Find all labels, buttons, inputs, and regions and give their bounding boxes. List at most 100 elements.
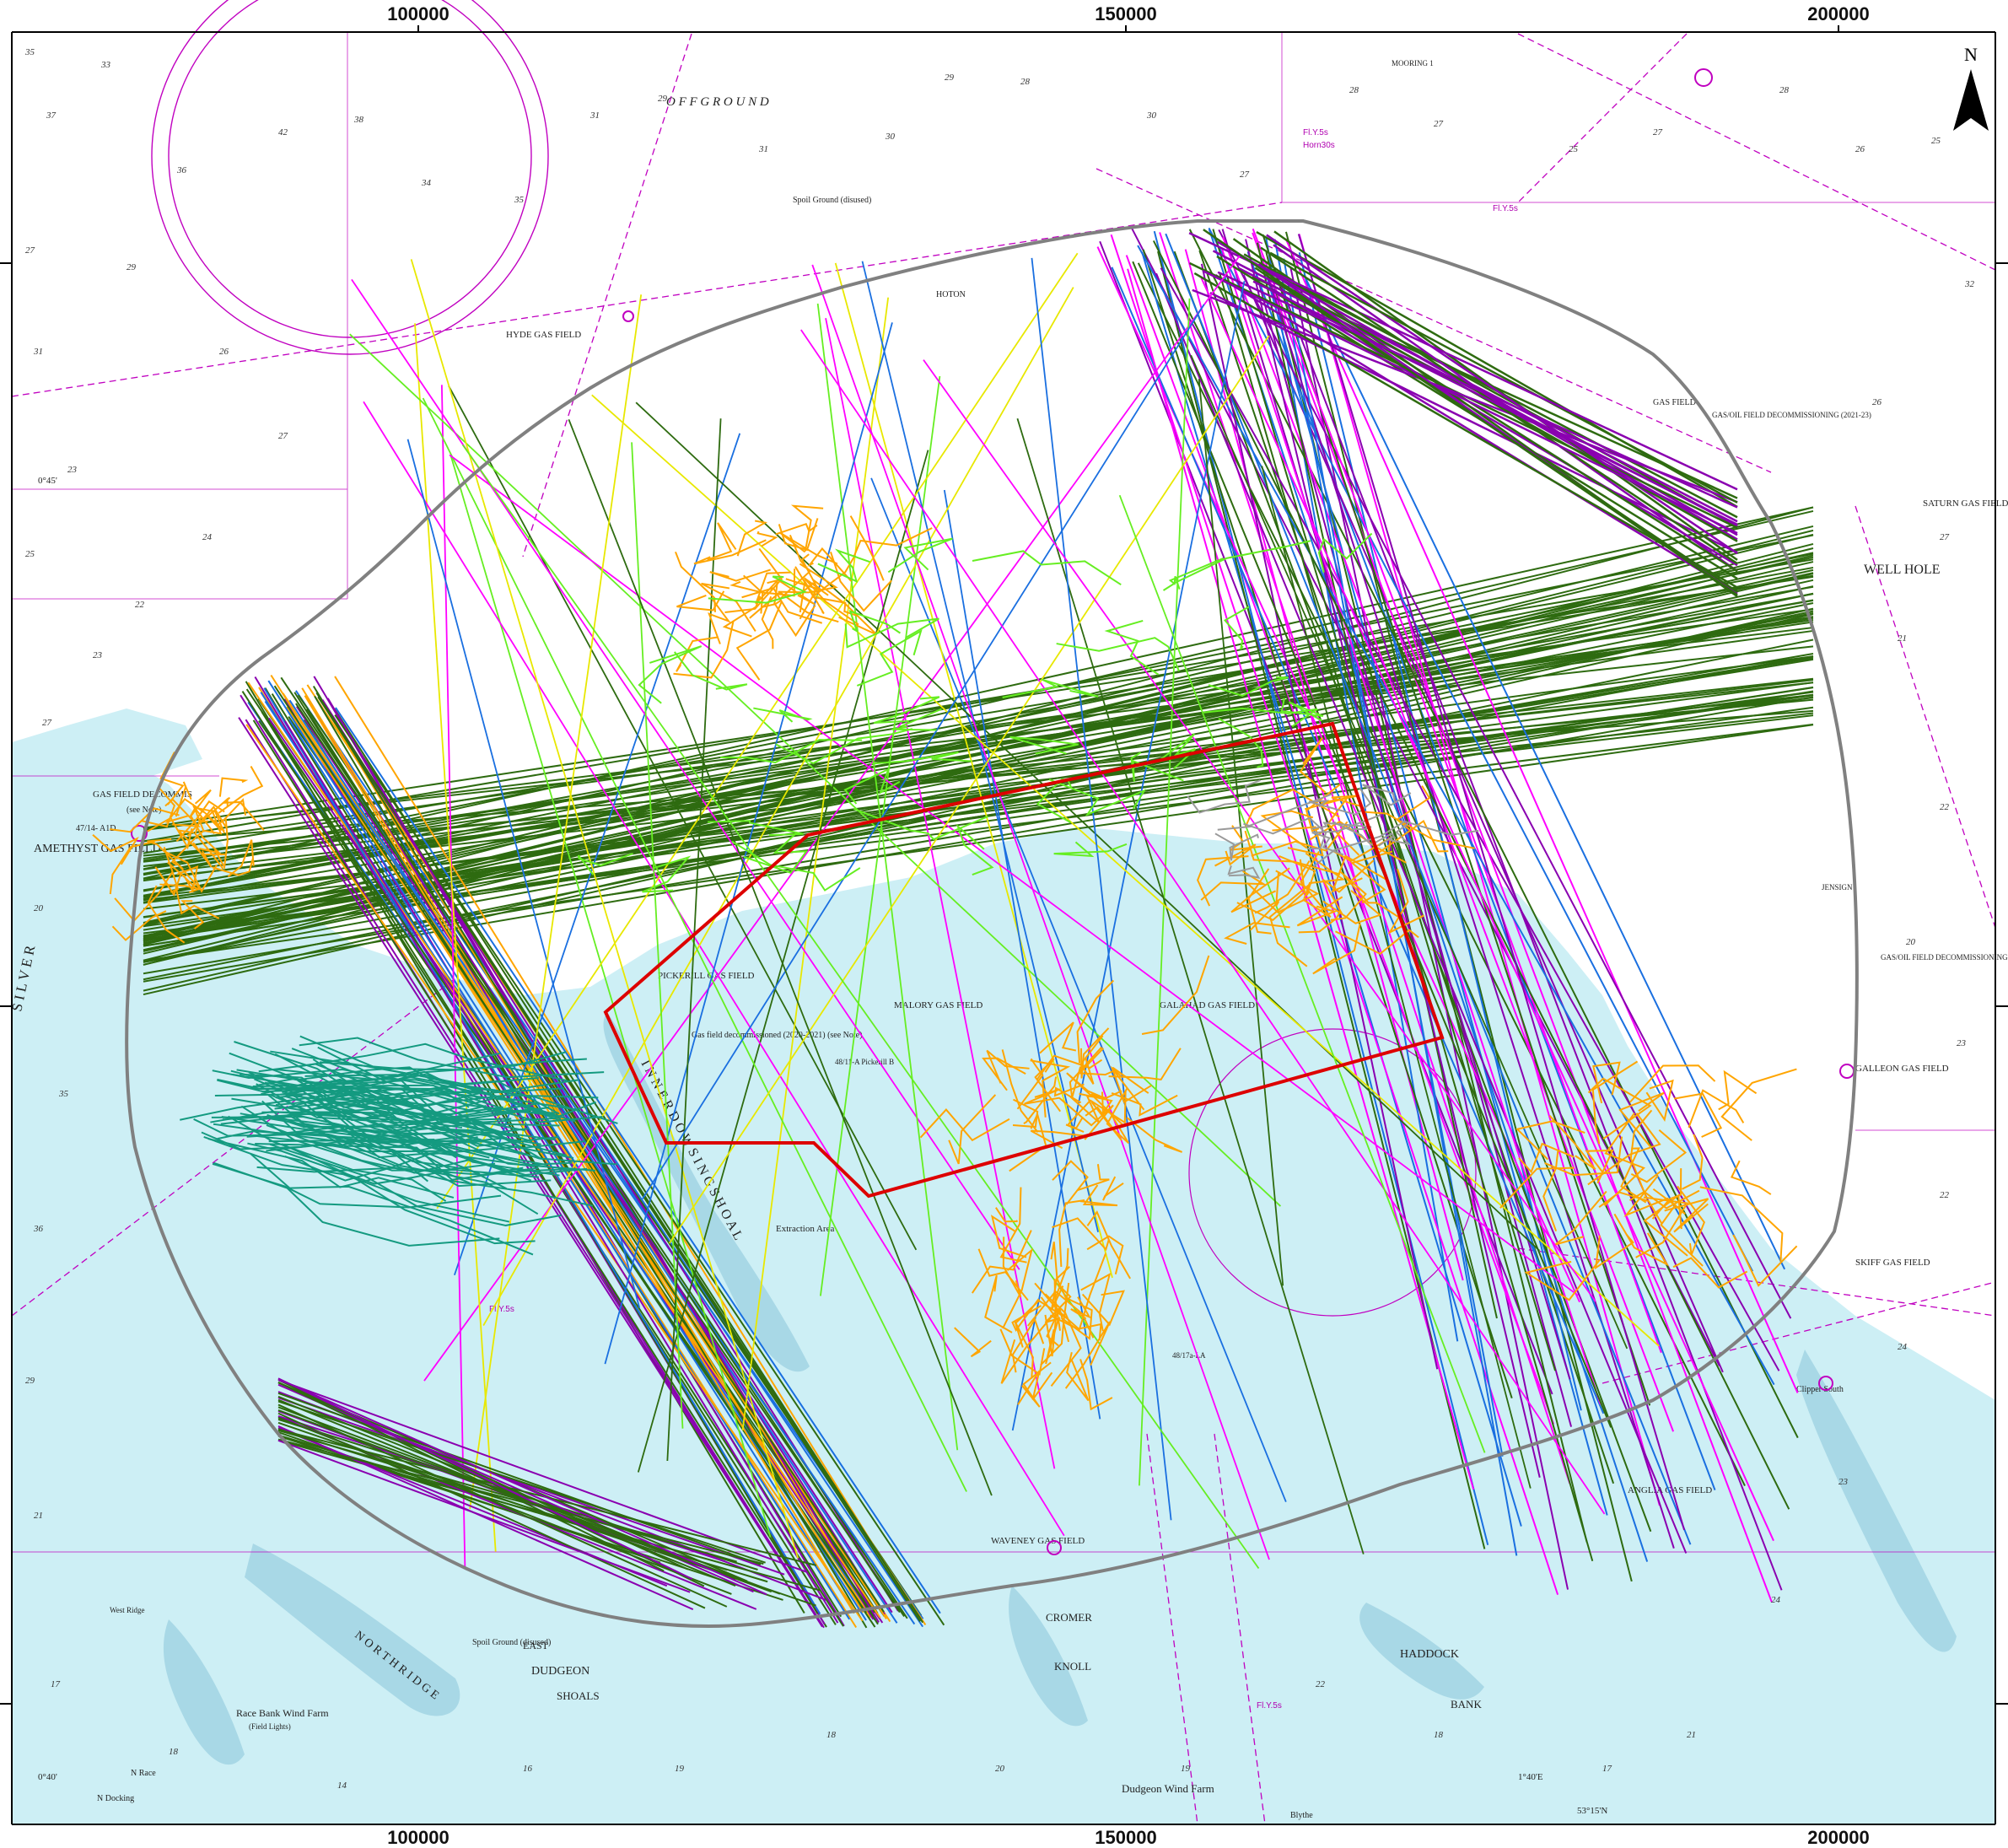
- track-line: [1263, 268, 1608, 1516]
- svg-text:24: 24: [202, 532, 213, 542]
- label-shoals: SHOALS: [557, 1689, 600, 1702]
- track-line: [482, 287, 1074, 1327]
- svg-text:20: 20: [995, 1764, 1005, 1774]
- track-line: [277, 1377, 693, 1581]
- track-line: [1139, 298, 1191, 1486]
- svg-text:27: 27: [1240, 170, 1250, 180]
- track-scribble: [264, 1081, 556, 1125]
- track-scribble: [1086, 1235, 1124, 1275]
- track-line: [1188, 232, 1738, 491]
- bottom-tick-150000: 150000: [1095, 1827, 1156, 1848]
- track-line: [943, 489, 1101, 1420]
- svg-text:27: 27: [1940, 532, 1950, 542]
- track-scribble: [956, 823, 994, 876]
- label-east: EAST: [523, 1640, 549, 1651]
- track-scribble: [1009, 735, 1079, 755]
- track-scribble: [202, 810, 226, 831]
- track-scribble: [999, 1328, 1046, 1376]
- label-haddock: HADDOCK: [1400, 1648, 1459, 1661]
- svg-text:25: 25: [1569, 144, 1579, 154]
- label-hyde: HYDE GAS FIELD: [506, 330, 581, 340]
- svg-text:29: 29: [945, 73, 955, 83]
- track-line: [816, 303, 959, 1451]
- track-scribble: [1086, 1210, 1131, 1280]
- track-scribble: [213, 817, 229, 870]
- track-line: [1268, 256, 1783, 1591]
- track-scribble: [1260, 810, 1314, 849]
- chart-area: 35 37 33 36 42 38 34 35 31 29 31 30 29 28 30 27 28 2…: [8, 0, 2008, 1825]
- svg-text:27: 27: [1434, 119, 1444, 129]
- track-scribble: [1628, 1189, 1700, 1210]
- north-arrow-label: N: [1964, 44, 1978, 65]
- label-bank: BANK: [1451, 1698, 1482, 1711]
- track-line: [295, 703, 901, 1614]
- svg-text:18: 18: [1434, 1730, 1444, 1740]
- track-scribble: [180, 900, 205, 929]
- track-scribble: [147, 885, 186, 944]
- sand-bank-race-bank: [163, 1619, 245, 1765]
- svg-text:35: 35: [58, 1089, 69, 1099]
- track-scribble: [1065, 1116, 1085, 1133]
- light-label-2: Horn30s: [1303, 141, 1335, 150]
- track-scribble: [275, 1073, 563, 1123]
- track-line: [631, 442, 684, 1429]
- light-label-3: Fl.Y.5s: [1493, 204, 1518, 213]
- track-scribble: [221, 1116, 539, 1215]
- track-scribble: [1673, 1092, 1723, 1138]
- track-scribble: [1015, 1282, 1064, 1323]
- top-tick-200000: 200000: [1807, 3, 1869, 24]
- svg-text:27: 27: [1653, 127, 1663, 137]
- track-line: [422, 397, 967, 1492]
- label-clipper-south: Clipper South: [1796, 1385, 1844, 1394]
- track-scribble: [709, 568, 771, 582]
- label-race-bank: Race Bank Wind Farm: [236, 1707, 329, 1719]
- label-lat-1-40: 1°40'E: [1518, 1772, 1543, 1782]
- track-scribble: [853, 527, 933, 558]
- svg-text:33: 33: [100, 60, 111, 70]
- track-scribble: [281, 1143, 536, 1245]
- track-scribble: [1629, 1064, 1716, 1103]
- track-line: [469, 294, 643, 1509]
- track-scribble: [255, 1143, 539, 1181]
- track-scribble: [982, 1057, 1026, 1091]
- track-scribble: [1002, 1247, 1033, 1329]
- track-scribble: [817, 548, 870, 583]
- label-mooring: MOORING 1: [1392, 59, 1434, 67]
- svg-text:29: 29: [127, 262, 137, 272]
- svg-text:28: 28: [1779, 85, 1790, 95]
- track-line: [800, 329, 1606, 1515]
- track-scribble: [1730, 1160, 1772, 1195]
- track-scribble: [250, 1152, 534, 1256]
- svg-text:22: 22: [1940, 1190, 1950, 1200]
- track-line: [335, 707, 941, 1614]
- track-scribble: [217, 1130, 481, 1175]
- track-scribble: [1331, 854, 1388, 893]
- track-line: [1243, 253, 1738, 528]
- track-line: [1245, 239, 1541, 1478]
- bottom-tick-200000: 200000: [1807, 1827, 1869, 1848]
- track-line: [351, 278, 1020, 1270]
- track-scribble: [887, 537, 953, 574]
- track-line: [1111, 267, 1605, 1414]
- track-scribble: [1197, 855, 1249, 907]
- track-scribble: [258, 1063, 505, 1149]
- track-scribble: [163, 847, 180, 893]
- track-scribble: [1249, 871, 1280, 931]
- track-scribble: [1587, 1077, 1652, 1140]
- track-scribble: [1312, 820, 1479, 868]
- track-line: [1125, 255, 1555, 1425]
- label-lat-0-40: 0°40': [38, 1772, 57, 1782]
- track-scribble: [1054, 1253, 1107, 1332]
- track-scribble: [159, 864, 203, 891]
- track-line: [277, 1397, 785, 1576]
- track-scribble: [1499, 1166, 1575, 1209]
- label-waveney: WAVENEY GAS FIELD: [991, 1536, 1085, 1546]
- svg-text:25: 25: [1931, 136, 1941, 146]
- track-line: [143, 608, 1814, 847]
- track-scribble: [853, 808, 989, 841]
- track-scribble: [1081, 1290, 1125, 1327]
- track-line: [263, 687, 821, 1615]
- track-scribble: [1542, 1150, 1559, 1232]
- track-scribble: [919, 1108, 1010, 1142]
- track-scribble: [192, 806, 226, 834]
